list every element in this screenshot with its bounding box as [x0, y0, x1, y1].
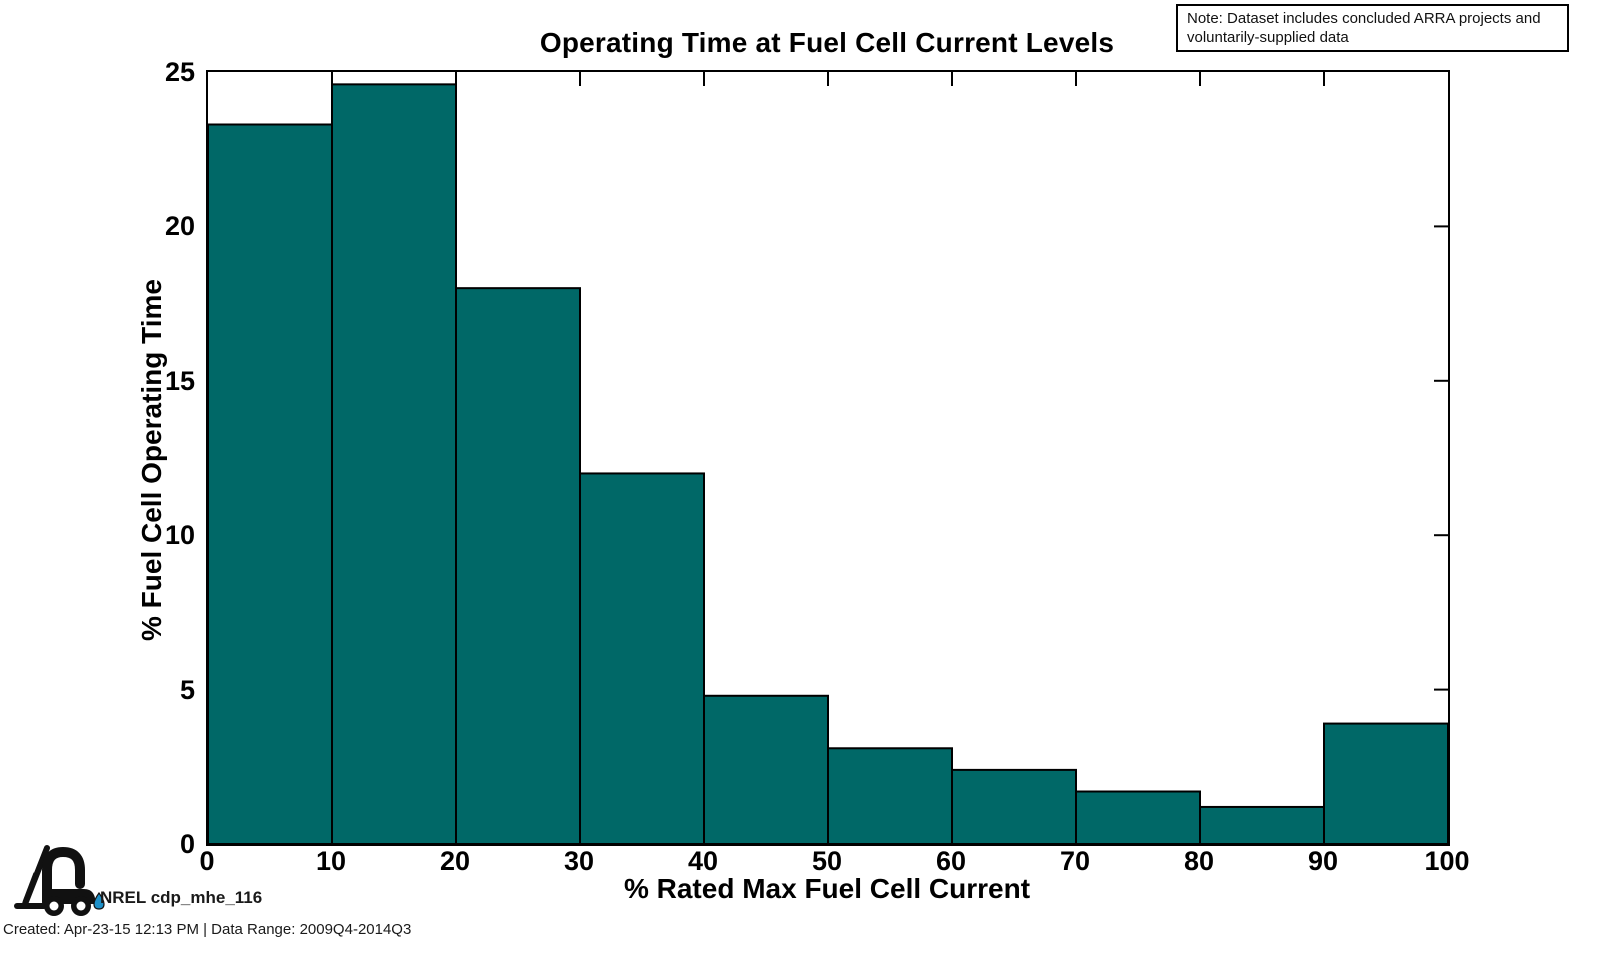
- forklift-icon: [14, 845, 105, 916]
- histogram-bar: [1075, 790, 1201, 846]
- histogram-bar: [827, 747, 953, 845]
- x-tick-label: 50: [811, 846, 843, 876]
- forklift-mast: [22, 845, 50, 907]
- histogram-bar: [579, 472, 705, 845]
- created-timestamp: Created: Apr-23-15 12:13 PM | Data Range…: [3, 921, 412, 938]
- x-tick-label: 60: [935, 846, 967, 876]
- histogram-bar: [455, 287, 581, 846]
- x-tick-label: 80: [1183, 846, 1215, 876]
- y-tick-label: 5: [179, 674, 195, 705]
- x-tick-label: 90: [1307, 846, 1339, 876]
- histogram-canvas: [207, 72, 1449, 846]
- histogram-bar: [703, 694, 829, 845]
- y-axis-label: % Fuel Cell Operating Time: [136, 278, 167, 642]
- x-tick-label: 20: [439, 846, 471, 876]
- histogram-bar: [207, 123, 333, 846]
- y-tick-label: 20: [164, 211, 195, 242]
- histogram-bar: [1199, 805, 1325, 845]
- y-tick-label: 15: [164, 365, 195, 396]
- x-tick-label: 40: [687, 846, 719, 876]
- x-axis-label: % Rated Max Fuel Cell Current: [623, 873, 1031, 904]
- y-tick-label: 25: [164, 57, 195, 87]
- forklift-cab: [42, 846, 85, 907]
- y-tick-label: 10: [164, 520, 195, 551]
- y-tick-label: 0: [179, 829, 195, 859]
- x-tick-label: 70: [1059, 846, 1091, 876]
- plot-area: [206, 70, 1450, 846]
- histogram-bar: [1323, 722, 1449, 845]
- x-tick-label: 30: [563, 846, 595, 876]
- water-droplet-icon: [93, 891, 105, 910]
- histogram-bar: [951, 768, 1077, 845]
- note-text-line2: voluntarily-supplied data: [1187, 29, 1349, 46]
- note-box: Note: Dataset includes concluded ARRA pr…: [1176, 4, 1569, 52]
- x-tick-label: 100: [1424, 846, 1470, 876]
- note-text-line1: Note: Dataset includes concluded ARRA pr…: [1187, 10, 1541, 27]
- dataset-id-label: NREL cdp_mhe_116: [100, 888, 263, 907]
- x-tick-label: 0: [199, 846, 215, 876]
- x-tick-label: 10: [315, 846, 347, 876]
- chart-title: Operating Time at Fuel Cell Current Leve…: [539, 27, 1115, 58]
- histogram-bar: [331, 83, 457, 846]
